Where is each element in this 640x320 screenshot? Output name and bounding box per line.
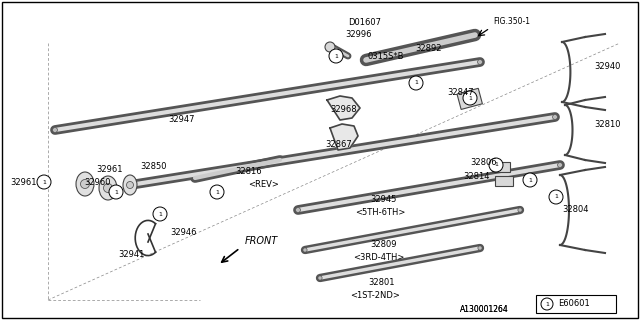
Text: 1: 1 (494, 163, 498, 167)
Circle shape (557, 163, 563, 167)
Text: 32892: 32892 (415, 44, 442, 53)
Circle shape (518, 208, 522, 212)
Text: <3RD-4TH>: <3RD-4TH> (353, 253, 404, 262)
Text: 1: 1 (158, 212, 162, 217)
Ellipse shape (76, 172, 94, 196)
Text: 32814: 32814 (463, 172, 490, 181)
Text: 1: 1 (545, 301, 549, 307)
Circle shape (541, 298, 553, 310)
Text: <REV>: <REV> (248, 180, 279, 189)
Text: 32996: 32996 (345, 30, 371, 39)
Circle shape (37, 175, 51, 189)
Circle shape (52, 128, 58, 132)
Text: FRONT: FRONT (245, 236, 278, 246)
Circle shape (489, 158, 503, 172)
Circle shape (325, 42, 335, 52)
Bar (495, 176, 513, 186)
Text: 1: 1 (554, 195, 558, 199)
Circle shape (210, 185, 224, 199)
Circle shape (523, 173, 537, 187)
Text: 1: 1 (468, 95, 472, 100)
Text: D01607: D01607 (348, 18, 381, 27)
Polygon shape (327, 96, 360, 120)
Text: 1: 1 (215, 189, 219, 195)
Text: 32947: 32947 (168, 115, 195, 124)
Circle shape (477, 60, 483, 64)
Text: 32804: 32804 (562, 205, 589, 214)
Circle shape (303, 248, 307, 252)
Text: 32946: 32946 (170, 228, 196, 237)
Text: A130001264: A130001264 (460, 305, 509, 314)
Text: <1ST-2ND>: <1ST-2ND> (350, 291, 400, 300)
Circle shape (409, 76, 423, 90)
Circle shape (478, 246, 482, 250)
Text: 32941: 32941 (118, 250, 145, 259)
Ellipse shape (123, 175, 137, 195)
Circle shape (549, 190, 563, 204)
Text: 32968: 32968 (330, 105, 356, 114)
Text: 32809: 32809 (370, 240, 397, 249)
Text: <5TH-6TH>: <5TH-6TH> (355, 208, 405, 217)
Circle shape (153, 207, 167, 221)
Text: E60601: E60601 (558, 300, 589, 308)
Text: 32961: 32961 (96, 165, 122, 174)
Circle shape (552, 115, 557, 119)
Bar (457, 88, 483, 109)
Text: FIG.350-1: FIG.350-1 (493, 17, 530, 26)
Circle shape (127, 181, 134, 188)
Polygon shape (330, 124, 358, 150)
Text: 1: 1 (42, 180, 46, 185)
Text: 32940: 32940 (594, 62, 620, 71)
Text: 1: 1 (114, 189, 118, 195)
Text: 32850: 32850 (140, 162, 166, 171)
Text: 32810: 32810 (594, 120, 621, 129)
Text: 1: 1 (528, 178, 532, 182)
Text: 1: 1 (414, 81, 418, 85)
Text: 32945: 32945 (370, 195, 396, 204)
Text: 32806: 32806 (470, 158, 497, 167)
Text: 32960: 32960 (84, 178, 111, 187)
Circle shape (109, 185, 123, 199)
Circle shape (296, 208, 300, 212)
Circle shape (127, 182, 132, 188)
Circle shape (104, 183, 113, 193)
Ellipse shape (99, 176, 117, 200)
Text: 32961: 32961 (10, 178, 36, 187)
Text: 32867: 32867 (325, 140, 352, 149)
Circle shape (463, 91, 477, 105)
Circle shape (318, 276, 322, 280)
Text: 32801: 32801 (368, 278, 394, 287)
Bar (492, 162, 510, 172)
Bar (536, 295, 616, 313)
Circle shape (329, 49, 343, 63)
Text: 1: 1 (334, 53, 338, 59)
Text: A130001264: A130001264 (460, 305, 509, 314)
Text: 0315S*B: 0315S*B (368, 52, 404, 61)
Text: 32847: 32847 (447, 88, 474, 97)
Text: 32816: 32816 (235, 167, 262, 176)
Circle shape (81, 180, 90, 188)
